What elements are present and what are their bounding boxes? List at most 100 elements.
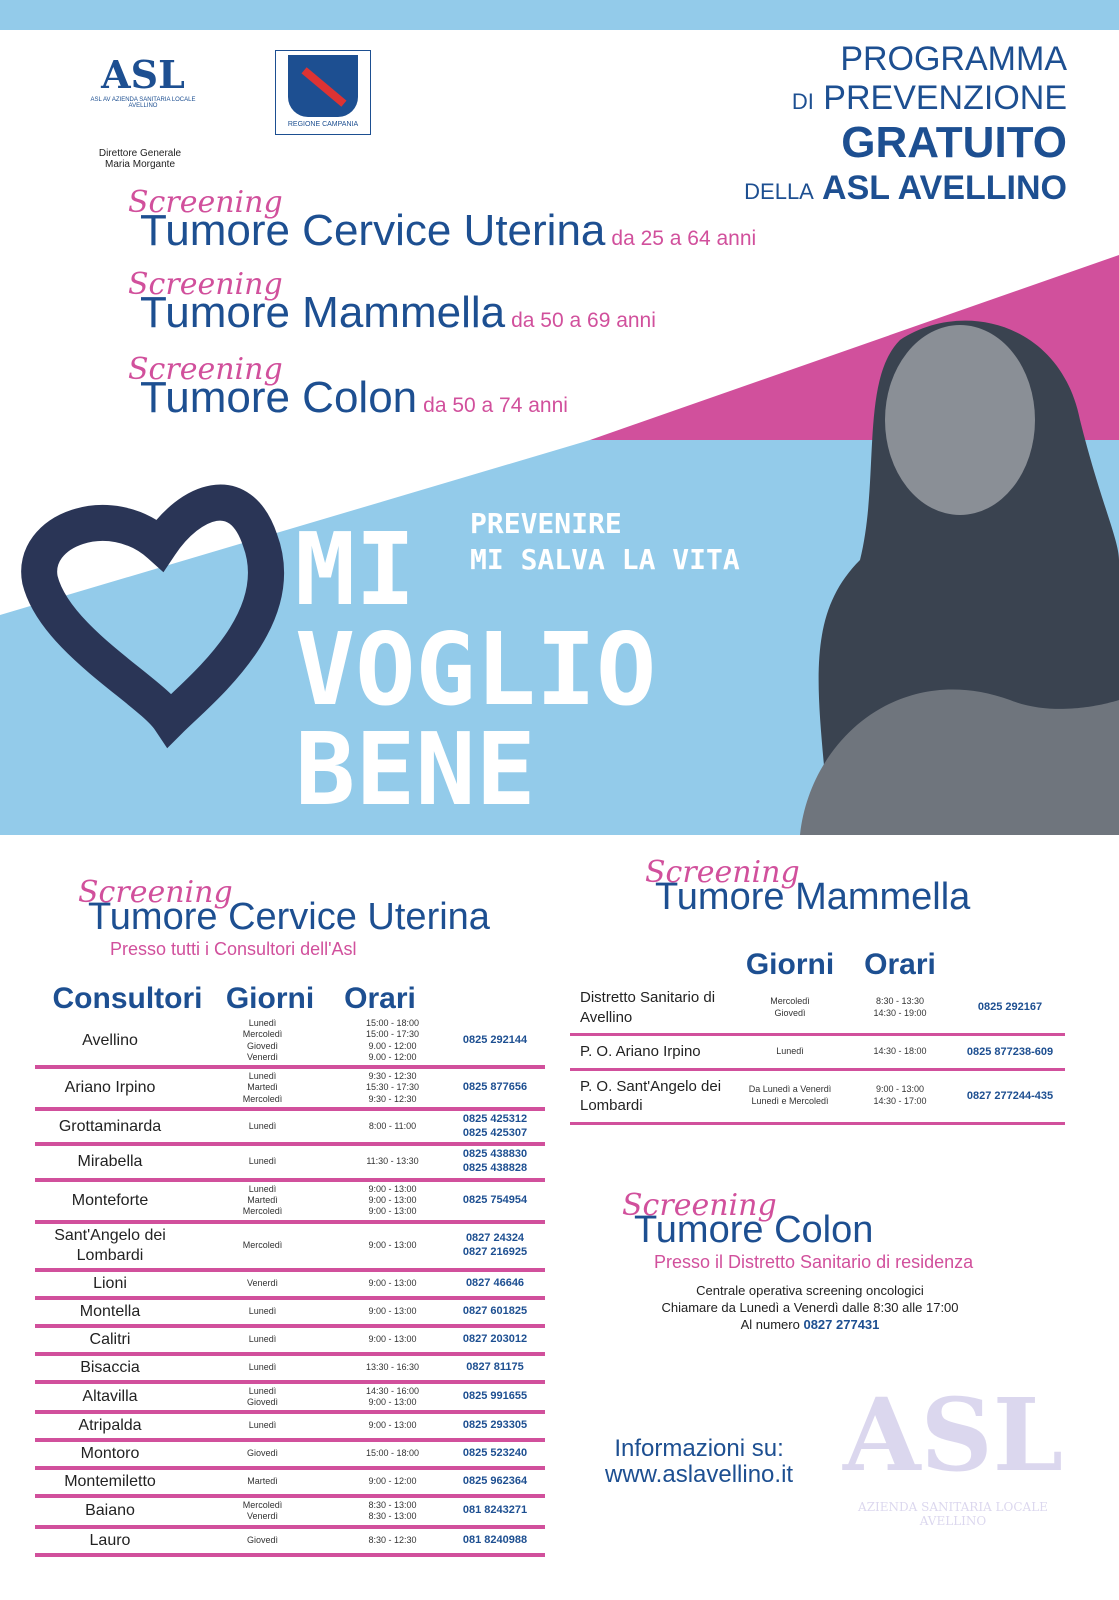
phone-number: 0825 292167	[955, 982, 1065, 1036]
location-name: Montemiletto	[35, 1468, 185, 1498]
hours: 9:00 - 13:00	[340, 1412, 445, 1442]
phone-number: 0827 203012	[445, 1325, 545, 1356]
table-row: Calitri Lunedì 9:00 - 13:00 0827 203012	[35, 1325, 545, 1356]
days: Lunedì Giovedì	[185, 1381, 340, 1414]
hours: 8:00 - 11:00	[340, 1108, 445, 1147]
hours: 15:00 - 18:00	[340, 1440, 445, 1470]
hours: 14:30 - 16:00 9:00 - 13:00	[340, 1381, 445, 1414]
colon-section-heading: Screening Tumore Colon Presso il Distret…	[622, 1188, 974, 1272]
location-name: P. O. Ariano Irpino	[570, 1034, 735, 1071]
hours: 9:00 - 13:00 14:30 - 17:00	[845, 1069, 955, 1125]
website-link[interactable]: www.aslavellino.it	[605, 1461, 794, 1488]
phone-number: 0827 81175	[445, 1353, 545, 1384]
phone-number: 0827 24324 0827 216925	[445, 1221, 545, 1272]
location-name: Atripalda	[35, 1412, 185, 1442]
hours: 9:00 - 13:00	[340, 1269, 445, 1300]
cervice-table: Consultori Giorni Orari Avellino Lunedì Merc…	[35, 982, 545, 1557]
days: Mercoledì Giovedì	[735, 982, 845, 1036]
days: Lunedì	[185, 1108, 340, 1147]
program-title: PROGRAMMA DI PREVENZIONE GRATUITO DELLA …	[744, 40, 1067, 207]
table-row: P. O. Sant'Angelo dei Lombardi Da Lunedì …	[570, 1069, 1065, 1125]
hours: 15:00 - 18:00 15:00 - 17:30 9.00 - 12:00 9.…	[340, 1016, 445, 1069]
hero-title: MI VOGLIO BENE	[295, 511, 657, 828]
location-name: Altavilla	[35, 1381, 185, 1414]
location-name: Distretto Sanitario di Avellino	[570, 982, 735, 1036]
table-row: Montella Lunedì 9:00 - 13:00 0827 601825	[35, 1297, 545, 1328]
phone-number: 0827 46646	[445, 1269, 545, 1300]
table-row: Montoro Giovedì 15:00 - 18:00 0825 523240	[35, 1440, 545, 1470]
phone-number: 0825 523240	[445, 1440, 545, 1470]
hours: 9:00 - 13:00 9:00 - 13:00 9:00 - 13:00	[340, 1179, 445, 1224]
days: Lunedì	[185, 1412, 340, 1442]
location-name: Montella	[35, 1297, 185, 1328]
phone-number: 0827 277244-435	[955, 1069, 1065, 1125]
table-row: Distretto Sanitario di Avellino Mercoledì…	[570, 982, 1065, 1036]
location-name: Sant'Angelo dei Lombardi	[35, 1221, 185, 1272]
days: Lunedì	[735, 1034, 845, 1071]
hours: 14:30 - 18:00	[845, 1034, 955, 1071]
hours: 9:00 - 13:00	[340, 1221, 445, 1272]
screening-cervice-heading: Screening Tumore Cervice Uterina da 25 a …	[128, 185, 757, 255]
colon-phone: 0827 277431	[803, 1317, 880, 1332]
background-shapes	[0, 255, 1119, 836]
days: Mercoledì	[185, 1221, 340, 1272]
table-row: Bisaccia Lunedì 13:30 - 16:30 0827 81175	[35, 1353, 545, 1384]
days: Lunedì Martedì Mercoledì	[185, 1067, 340, 1111]
colon-info: Centrale operativa screening oncologici C…	[661, 1283, 959, 1332]
days: Lunedì Martedì Mercoledì	[185, 1179, 340, 1224]
days: Lunedì	[185, 1297, 340, 1328]
phone-number: 0825 292144	[445, 1016, 545, 1069]
asl-watermark-logo: ASL AZIENDA SANITARIA LOCALE AVELLINO	[842, 1376, 1064, 1528]
phone-number: 081 8240988	[445, 1526, 545, 1557]
phone-number: 0825 438830 0825 438828	[445, 1144, 545, 1182]
phone-number: 0827 601825	[445, 1297, 545, 1328]
days: Lunedì	[185, 1325, 340, 1356]
heart-logo-icon	[21, 484, 284, 749]
days: Giovedì	[185, 1440, 340, 1470]
table-row: Avellino Lunedì Mercoledì Giovedì Venerdì 15:…	[35, 1016, 545, 1069]
phone-number: 0825 754954	[445, 1179, 545, 1224]
location-name: Ariano Irpino	[35, 1067, 185, 1111]
location-name: Monteforte	[35, 1179, 185, 1224]
hours: 8:30 - 12:30	[340, 1526, 445, 1557]
table-row: Monteforte Lunedì Martedì Mercoledì 9:00 - 1…	[35, 1179, 545, 1224]
table-row: Altavilla Lunedì Giovedì 14:30 - 16:00 9:00 …	[35, 1381, 545, 1414]
location-name: Baiano	[35, 1496, 185, 1529]
location-name: Lioni	[35, 1269, 185, 1300]
days: Martedì	[185, 1468, 340, 1498]
screening-colon-heading: Screening Tumore Colon da 50 a 74 anni	[128, 352, 568, 422]
phone-number: 0825 877238-609	[955, 1034, 1065, 1071]
screening-mammella-heading: Screening Tumore Mammella da 50 a 69 anni	[128, 267, 656, 337]
hours: 8:30 - 13:00 8:30 - 13:00	[340, 1496, 445, 1529]
location-name: Bisaccia	[35, 1353, 185, 1384]
table-row: Lauro Giovedì 8:30 - 12:30 081 8240988	[35, 1526, 545, 1557]
hours: 11:30 - 13:30	[340, 1144, 445, 1182]
table-row: Baiano Mercoledì Venerdì 8:30 - 13:00 8:30 -…	[35, 1496, 545, 1529]
table-row: Montemiletto Martedì 9:00 - 12:00 0825 9623…	[35, 1468, 545, 1498]
phone-number: 0825 425312 0825 425307	[445, 1108, 545, 1147]
location-name: Avellino	[35, 1016, 185, 1069]
location-name: Montoro	[35, 1440, 185, 1470]
days: Da Lunedì a Venerdì Lunedì e Mercoledì	[735, 1069, 845, 1125]
location-name: P. O. Sant'Angelo dei Lombardi	[570, 1069, 735, 1125]
phone-number: 081 8243271	[445, 1496, 545, 1529]
hours: 13:30 - 16:30	[340, 1353, 445, 1384]
cervice-section-heading: Screening Tumore Cervice Uterina Presso …	[78, 875, 490, 959]
location-name: Mirabella	[35, 1144, 185, 1182]
table-row: Mirabella Lunedì 11:30 - 13:30 0825 438830 0…	[35, 1144, 545, 1182]
days: Lunedì Mercoledì Giovedì Venerdì	[185, 1016, 340, 1069]
days: Giovedì	[185, 1526, 340, 1557]
phone-number: 0825 877656	[445, 1067, 545, 1111]
location-name: Lauro	[35, 1526, 185, 1557]
location-name: Grottaminarda	[35, 1108, 185, 1147]
slogan: PREVENIRE MI SALVA LA VITA	[470, 507, 740, 576]
phone-number: 0825 293305	[445, 1412, 545, 1442]
mammella-table: Giorni Orari Distretto Sanitario di Avell…	[570, 948, 1065, 1125]
director: Direttore Generale Maria Morgante	[98, 148, 182, 170]
top-band	[0, 0, 1119, 30]
table-row: Grottaminarda Lunedì 8:00 - 11:00 0825 4253…	[35, 1108, 545, 1147]
info-footer: Informazioni su: www.aslavellino.it	[605, 1435, 794, 1488]
days: Venerdì	[185, 1269, 340, 1300]
days: Lunedì	[185, 1144, 340, 1182]
phone-number: 0825 991655	[445, 1381, 545, 1414]
